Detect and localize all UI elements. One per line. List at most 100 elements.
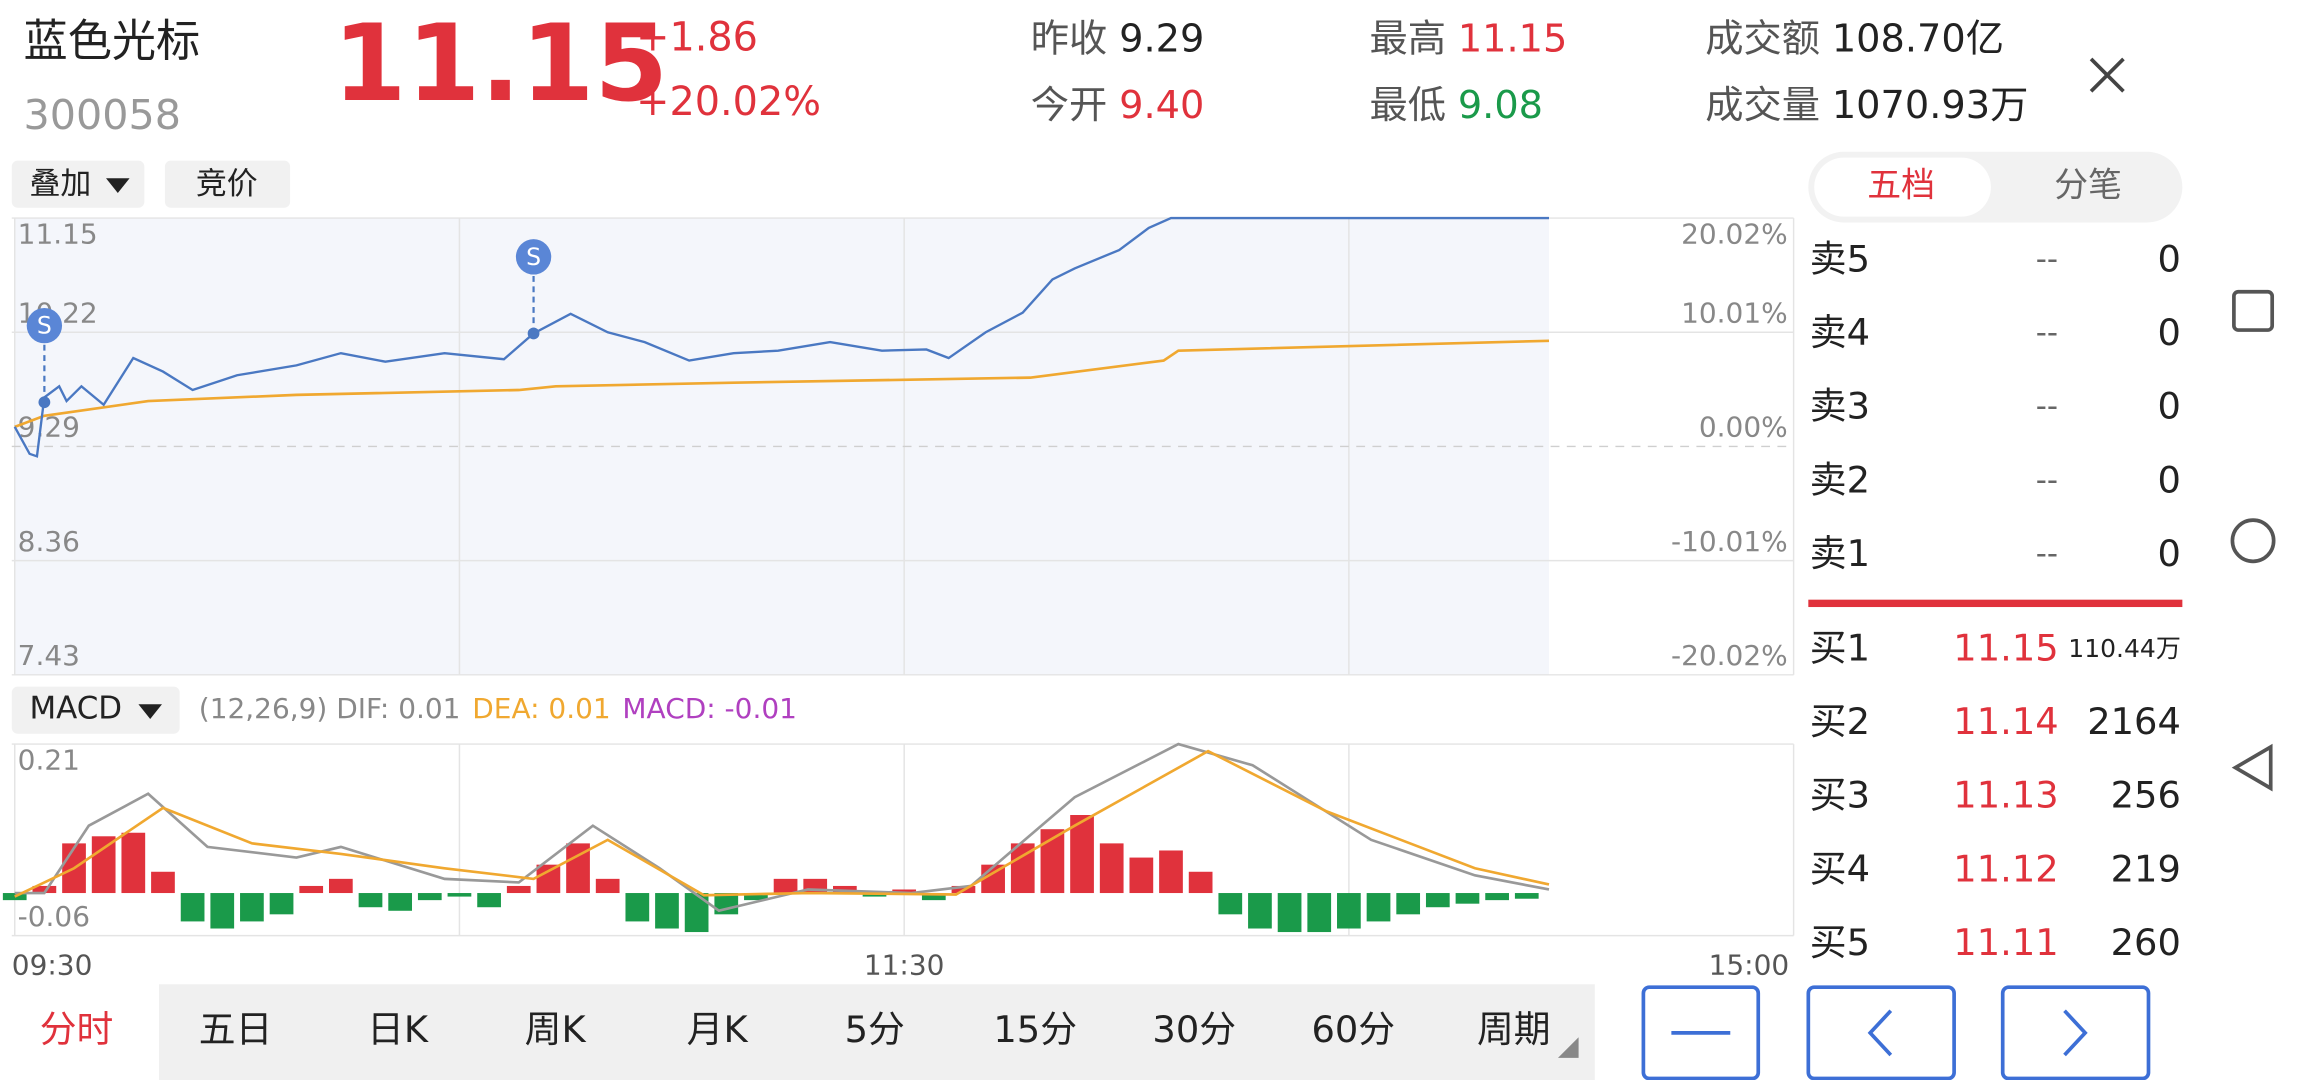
period-tab[interactable]: 五日 — [199, 1008, 273, 1051]
period-tab[interactable]: 月K — [687, 1008, 749, 1051]
macd-bar — [2, 893, 27, 901]
y-tick-label: 7.43 — [18, 639, 80, 672]
period-tab[interactable]: 日K — [367, 1008, 429, 1051]
period-tab[interactable]: 60分 — [1311, 1008, 1395, 1051]
y-tick-label: 8.36 — [18, 525, 80, 558]
macd-bar — [328, 878, 353, 894]
period-tab[interactable]: 分时 — [40, 1008, 114, 1051]
macd-bar — [1188, 871, 1213, 894]
stat-value: 9.40 — [1119, 83, 1204, 128]
macd-bar — [1070, 815, 1094, 894]
book-tab: 分笔 — [2054, 166, 2122, 205]
book-divider — [1808, 599, 2183, 608]
macd-tick-label: -0.06 — [18, 900, 90, 933]
bid-volume: 219 — [2111, 847, 2181, 890]
ask-label: 卖2 — [1810, 458, 1870, 501]
macd-bar — [595, 878, 620, 894]
price-line — [13, 216, 1550, 458]
period-tab[interactable]: 周K — [525, 1008, 587, 1051]
bid-label: 买4 — [1810, 847, 1870, 890]
dea-line — [14, 749, 1550, 898]
macd-bar — [447, 893, 472, 897]
toolbar-button-label: 竞价 — [196, 166, 258, 202]
prev-button[interactable] — [1806, 985, 1956, 1080]
bid-price: 11.13 — [1953, 774, 2058, 817]
ask-volume: 0 — [2157, 385, 2180, 428]
ask-volume: 0 — [2157, 532, 2180, 575]
macd-bar — [625, 893, 650, 922]
period-tab[interactable]: 周期 — [1477, 1008, 1551, 1051]
marker-point — [38, 396, 51, 409]
indicator-selector[interactable] — [11, 686, 180, 734]
auction-button[interactable] — [164, 160, 291, 208]
macd-bar — [1040, 829, 1065, 894]
overlay-button[interactable] — [11, 160, 145, 208]
ask-price: -- — [2036, 315, 2058, 351]
macd-bar — [299, 885, 324, 894]
x-tick-label: 09:30 — [12, 949, 93, 982]
macd-bar — [1366, 893, 1391, 922]
right-icon — [2063, 1009, 2088, 1057]
zoom-out-button[interactable] — [1641, 985, 1761, 1080]
period-tab[interactable]: 30分 — [1152, 1008, 1236, 1051]
marker-badge[interactable] — [26, 307, 63, 344]
ask-volume: 0 — [2157, 237, 2180, 280]
macd-bar — [477, 893, 501, 908]
stat-label: 最高 — [1369, 17, 1446, 62]
macd-bar — [655, 893, 679, 929]
bid-volume: 256 — [2111, 774, 2181, 817]
close-button[interactable] — [2089, 57, 2125, 93]
price-change-pct: +20.02% — [636, 79, 821, 125]
macd-bar — [921, 893, 946, 901]
y-tick-label: 11.15 — [18, 218, 98, 251]
average-price-line — [14, 339, 1550, 429]
period-tab[interactable]: 5分 — [845, 1008, 905, 1051]
marker-point — [527, 327, 540, 340]
stock-code: 300058 — [24, 91, 181, 139]
next-button[interactable] — [2000, 985, 2151, 1080]
macd-bar — [121, 832, 146, 894]
ask-price: -- — [2036, 462, 2058, 498]
back-button[interactable] — [2231, 743, 2273, 792]
bid-label: 买2 — [1810, 700, 1870, 743]
macd-params: (12,26,9) DIF: 0.01 — [199, 692, 461, 725]
dropdown-arrow — [138, 704, 162, 720]
home-button[interactable] — [2230, 518, 2276, 564]
ask-price: -- — [2036, 389, 2058, 425]
macd-bar — [892, 889, 917, 894]
macd-bar — [91, 836, 116, 894]
stat-value: 1070.93万 — [1832, 83, 2029, 128]
macd-bar — [1455, 893, 1480, 904]
macd-bar — [151, 871, 175, 894]
indicator-selector-label: MACD — [29, 691, 122, 727]
bid-price: 11.14 — [1953, 700, 2058, 743]
y2-tick-label: 0.00% — [1699, 411, 1788, 444]
y2-tick-label: -20.02% — [1671, 639, 1788, 672]
macd-bar — [1337, 893, 1361, 929]
macd-value-label: MACD: -0.01 — [622, 692, 796, 725]
stat-label: 成交额 — [1705, 17, 1820, 62]
macd-bar — [388, 893, 413, 911]
price-change: +1.86 — [636, 14, 758, 60]
y2-tick-label: 10.01% — [1681, 297, 1788, 330]
stat-value: 11.15 — [1458, 17, 1568, 62]
y2-tick-label: 20.02% — [1681, 218, 1788, 251]
macd-bar — [417, 893, 442, 901]
marker-badge[interactable] — [515, 239, 552, 275]
ask-label: 卖5 — [1810, 237, 1870, 280]
macd-bar — [744, 893, 768, 901]
period-tab[interactable]: 15分 — [993, 1008, 1077, 1051]
ask-price: -- — [2036, 536, 2058, 572]
macd-bar — [684, 893, 709, 933]
period-bar — [159, 984, 1595, 1080]
active-tab — [1814, 157, 1991, 217]
recent-apps-button[interactable] — [2232, 289, 2275, 332]
bid-label: 买1 — [1810, 626, 1870, 669]
macd-dea-label: DEA: 0.01 — [472, 692, 610, 725]
macd-bar — [180, 893, 205, 922]
x-tick-label: 15:00 — [1709, 949, 1790, 982]
stock-name: 蓝色光标 — [24, 16, 201, 67]
macd-bar — [1248, 893, 1272, 929]
